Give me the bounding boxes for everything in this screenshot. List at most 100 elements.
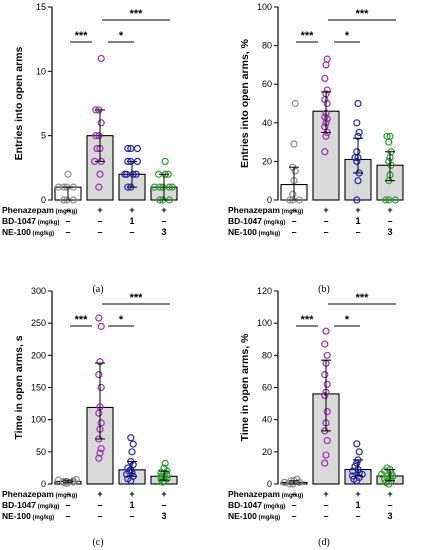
data-point [321, 459, 329, 467]
significance-label: *** [75, 30, 89, 42]
row-label-bd-1047: BD-1047 (mg/kg) [2, 500, 59, 510]
data-point [124, 464, 132, 472]
row-value: – [97, 511, 102, 521]
row-label-bd-1047: BD-1047 (mg/kg) [228, 216, 285, 226]
significance-label: *** [356, 292, 370, 304]
data-point [355, 448, 363, 456]
data-point [293, 475, 301, 483]
data-point [95, 371, 103, 379]
y-tick-label: 100 [31, 415, 46, 425]
row-value: – [291, 511, 296, 521]
row-value: – [323, 511, 328, 521]
data-point [391, 196, 399, 204]
data-point [121, 170, 129, 178]
row-value: + [97, 489, 102, 499]
row-value: + [355, 489, 360, 499]
data-point [385, 138, 393, 146]
data-point [97, 322, 105, 330]
data-point [97, 54, 105, 63]
data-point [353, 157, 361, 165]
data-point [382, 196, 390, 204]
row-units: (mg/kg) [31, 231, 54, 237]
data-point [353, 148, 361, 156]
data-point [353, 440, 361, 448]
data-point [323, 380, 331, 388]
row-value: – [323, 216, 328, 226]
significance-label: *** [130, 292, 144, 304]
data-point [95, 132, 103, 140]
row-value: – [97, 227, 102, 237]
data-point [97, 419, 105, 427]
data-point [280, 478, 288, 486]
data-point [323, 55, 331, 63]
row-value: – [291, 489, 296, 499]
row-value: 3 [387, 511, 392, 521]
data-point [95, 409, 103, 417]
panel-label: (d) [318, 537, 330, 548]
data-point [386, 132, 394, 140]
row-value: 3 [387, 227, 392, 237]
data-point [323, 351, 331, 359]
data-point [132, 170, 140, 178]
data-point [97, 119, 105, 127]
data-point [321, 74, 329, 83]
row-units: (mg/kg) [36, 220, 59, 226]
row-value: + [323, 489, 328, 499]
data-point [96, 449, 104, 457]
y-tick-label: 300 [31, 286, 46, 296]
significance-label: * [345, 314, 350, 326]
data-point [354, 177, 362, 185]
y-tick-label: 80 [262, 350, 272, 360]
row-value: – [161, 216, 166, 226]
data-point [353, 119, 361, 127]
row-value: 3 [161, 227, 166, 237]
data-point [161, 459, 169, 468]
row-value: + [161, 489, 166, 499]
significance-label: * [119, 314, 124, 326]
y-tick-label: 60 [262, 79, 272, 89]
row-label-ne-100: NE-100 (mg/kg) [2, 511, 54, 521]
data-point [321, 340, 329, 348]
row-value: – [291, 500, 296, 510]
row-value: – [129, 227, 134, 237]
data-point [322, 132, 330, 140]
row-label-phenazepam: Phenazepam (mg/kg) [2, 205, 77, 215]
data-point [323, 408, 331, 416]
y-tick-label: 200 [31, 350, 46, 360]
y-tick-label: 80 [262, 41, 272, 51]
data-point [383, 132, 391, 140]
row-value: 1 [129, 500, 134, 510]
data-point [133, 144, 141, 153]
y-axis-label: Entries into open arms [13, 46, 25, 160]
data-point [321, 113, 329, 121]
row-units: (mg/kg) [257, 231, 280, 237]
row-value: + [387, 205, 392, 215]
data-point [129, 440, 137, 448]
y-axis-label: Time in open arms, s [13, 335, 25, 439]
row-value: – [387, 216, 392, 226]
y-tick-label: 100 [257, 2, 272, 12]
row-value: – [323, 500, 328, 510]
data-point [321, 123, 329, 131]
row-value: 3 [161, 511, 166, 521]
significance-label: *** [301, 30, 315, 42]
row-value: + [129, 205, 134, 215]
row-value: + [355, 205, 360, 215]
data-point [383, 464, 391, 472]
significance-label: *** [75, 314, 89, 326]
row-value: + [129, 489, 134, 499]
data-point [385, 196, 393, 204]
row-value: + [387, 489, 392, 499]
row-value: 1 [355, 500, 360, 510]
data-point [321, 391, 329, 400]
y-tick-label: 100 [257, 318, 272, 328]
data-point [354, 99, 362, 108]
data-point [323, 436, 331, 445]
y-tick-label: 40 [262, 118, 272, 128]
row-value: – [97, 216, 102, 226]
row-value: – [291, 205, 296, 215]
row-units: (mg/kg) [280, 493, 303, 499]
data-point [54, 183, 63, 191]
